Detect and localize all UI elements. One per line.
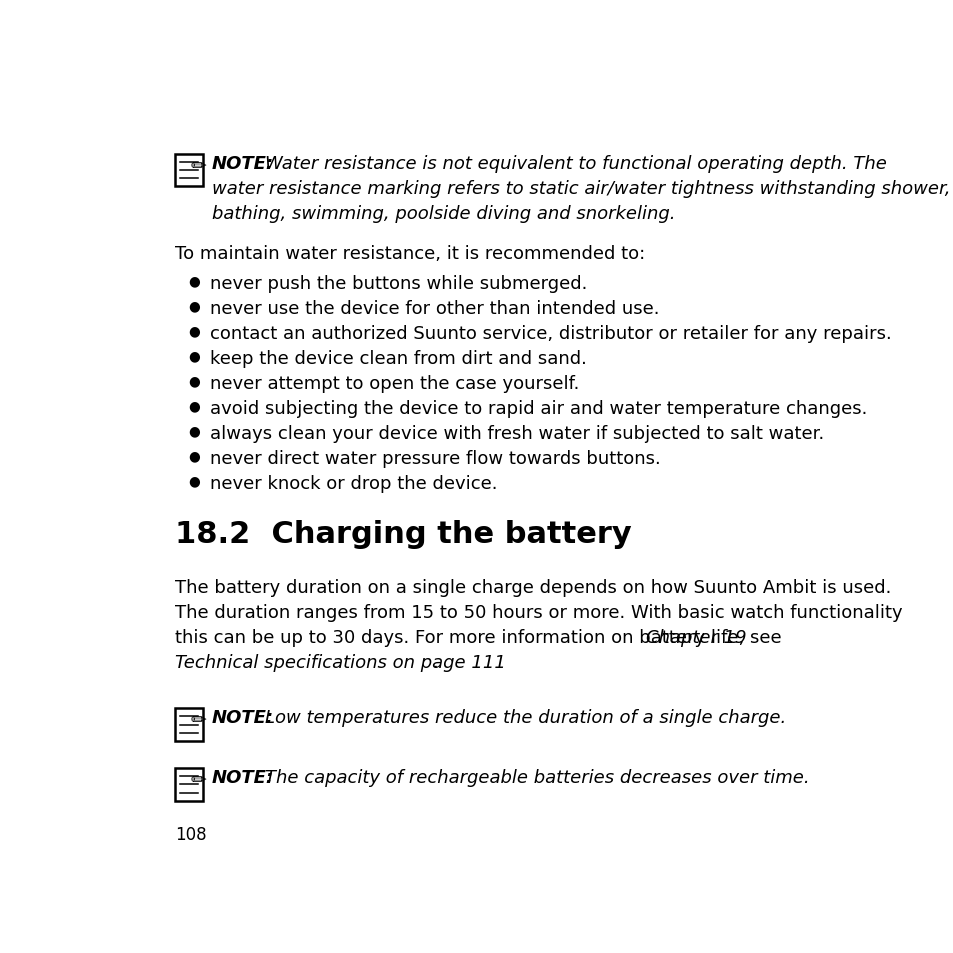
Text: ●: ●	[188, 474, 199, 488]
Text: never attempt to open the case yourself.: never attempt to open the case yourself.	[210, 375, 579, 393]
Text: ●: ●	[188, 324, 199, 338]
Text: ●: ●	[188, 449, 199, 463]
Text: ●: ●	[188, 424, 199, 438]
Text: keep the device clean from dirt and sand.: keep the device clean from dirt and sand…	[210, 350, 586, 367]
Text: 108: 108	[174, 824, 206, 842]
Text: NOTE:: NOTE:	[212, 154, 274, 172]
Text: ●: ●	[188, 350, 199, 363]
Text: never use the device for other than intended use.: never use the device for other than inte…	[210, 299, 659, 317]
Text: ●: ●	[188, 375, 199, 388]
Text: contact an authorized Suunto service, distributor or retailer for any repairs.: contact an authorized Suunto service, di…	[210, 324, 891, 342]
Text: always clean your device with fresh water if subjected to salt water.: always clean your device with fresh wate…	[210, 424, 823, 442]
Text: To maintain water resistance, it is recommended to:: To maintain water resistance, it is reco…	[174, 245, 644, 262]
Text: ✏: ✏	[190, 770, 206, 789]
Text: ●: ●	[188, 274, 199, 289]
Text: 18.2  Charging the battery: 18.2 Charging the battery	[174, 519, 631, 548]
Text: ✏: ✏	[190, 156, 206, 175]
Text: ✏: ✏	[190, 710, 206, 729]
Text: The capacity of rechargeable batteries decreases over time.: The capacity of rechargeable batteries d…	[265, 768, 809, 786]
Text: NOTE:: NOTE:	[212, 768, 274, 786]
Text: ●: ●	[188, 299, 199, 314]
Text: Water resistance is not equivalent to functional operating depth. The: Water resistance is not equivalent to fu…	[265, 154, 886, 172]
Text: this can be up to 30 days. For more information on battery life, see: this can be up to 30 days. For more info…	[174, 629, 786, 647]
Text: Chapter 19: Chapter 19	[646, 629, 746, 647]
Text: ●: ●	[188, 399, 199, 414]
Text: never knock or drop the device.: never knock or drop the device.	[210, 474, 497, 492]
Text: bathing, swimming, poolside diving and snorkeling.: bathing, swimming, poolside diving and s…	[212, 205, 675, 223]
Text: The battery duration on a single charge depends on how Suunto Ambit is used.: The battery duration on a single charge …	[174, 578, 890, 597]
Text: never push the buttons while submerged.: never push the buttons while submerged.	[210, 274, 587, 293]
Text: never direct water pressure flow towards buttons.: never direct water pressure flow towards…	[210, 449, 660, 467]
Text: water resistance marking refers to static air/water tightness withstanding showe: water resistance marking refers to stati…	[212, 180, 949, 197]
Text: The duration ranges from 15 to 50 hours or more. With basic watch functionality: The duration ranges from 15 to 50 hours …	[174, 604, 902, 621]
Text: Low temperatures reduce the duration of a single charge.: Low temperatures reduce the duration of …	[265, 709, 785, 726]
Text: NOTE:: NOTE:	[212, 709, 274, 726]
Text: .: .	[432, 654, 437, 672]
Text: Technical specifications on page 111: Technical specifications on page 111	[174, 654, 505, 672]
Text: avoid subjecting the device to rapid air and water temperature changes.: avoid subjecting the device to rapid air…	[210, 399, 866, 417]
